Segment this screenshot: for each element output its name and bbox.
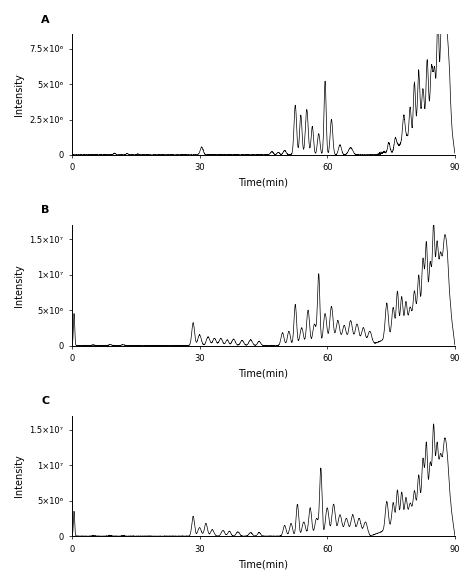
Y-axis label: Intensity: Intensity	[14, 455, 24, 497]
Text: C: C	[41, 396, 49, 406]
Y-axis label: Intensity: Intensity	[14, 264, 24, 307]
Text: B: B	[41, 205, 50, 216]
X-axis label: Time(min): Time(min)	[238, 178, 288, 188]
Text: A: A	[41, 15, 50, 25]
X-axis label: Time(min): Time(min)	[238, 559, 288, 569]
X-axis label: Time(min): Time(min)	[238, 368, 288, 378]
Y-axis label: Intensity: Intensity	[14, 73, 24, 116]
